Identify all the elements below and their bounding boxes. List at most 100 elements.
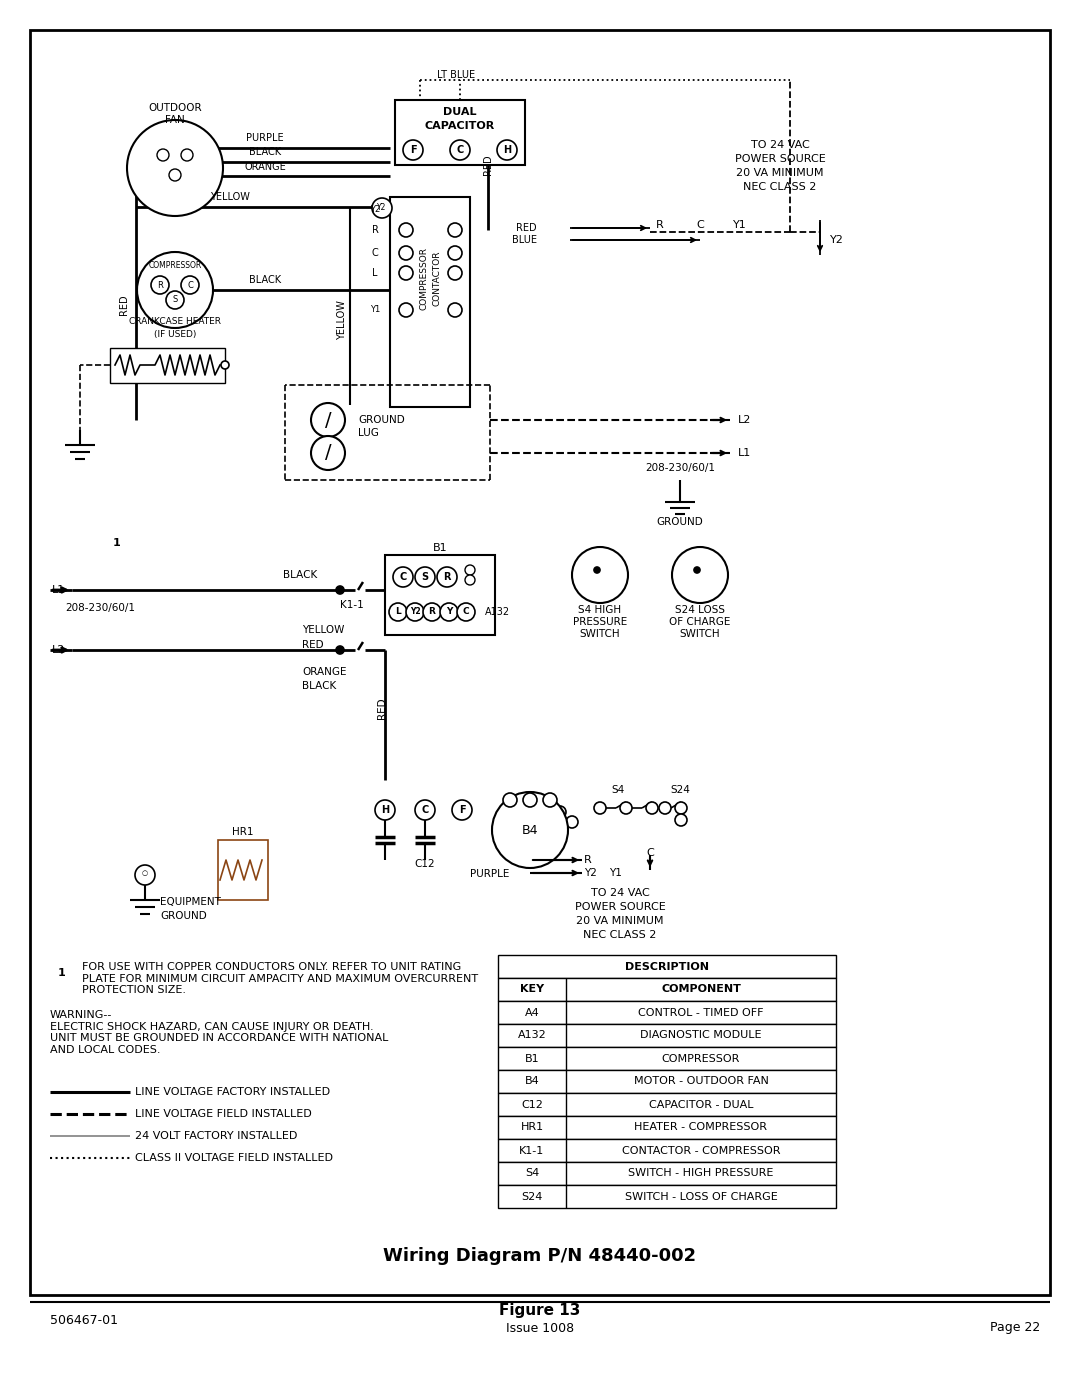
Text: C12: C12 (521, 1099, 543, 1109)
Bar (110, 348, 225, 383)
Text: DIAGNOSTIC MODULE: DIAGNOSTIC MODULE (640, 1031, 761, 1041)
Text: SWITCH: SWITCH (679, 629, 720, 638)
Text: 506467-01: 506467-01 (50, 1313, 118, 1327)
Text: CONTACTOR: CONTACTOR (432, 250, 442, 306)
Text: COMPRESSOR: COMPRESSOR (662, 1053, 740, 1063)
Text: POWER SOURCE: POWER SOURCE (734, 154, 825, 163)
Bar (498, 956, 836, 978)
Text: TO 24 VAC: TO 24 VAC (751, 140, 809, 149)
Text: RED: RED (516, 224, 537, 233)
Text: COMPRESSOR: COMPRESSOR (419, 246, 429, 310)
Circle shape (406, 604, 424, 622)
Text: WARNING--
ELECTRIC SHOCK HAZARD, CAN CAUSE INJURY OR DEATH.
UNIT MUST BE GROUNDE: WARNING-- ELECTRIC SHOCK HAZARD, CAN CAU… (50, 1010, 389, 1055)
Circle shape (181, 149, 193, 161)
Bar (498, 1185, 836, 1208)
Text: C12: C12 (415, 859, 435, 869)
Text: Y1: Y1 (608, 868, 621, 877)
Text: L: L (395, 608, 401, 616)
Text: YELLOW: YELLOW (302, 624, 345, 636)
Circle shape (181, 277, 199, 293)
Text: H: H (381, 805, 389, 814)
Circle shape (166, 291, 184, 309)
Text: R: R (584, 855, 592, 865)
Circle shape (399, 303, 413, 317)
Text: Y2: Y2 (377, 204, 387, 212)
Text: CRANKCASE HEATER: CRANKCASE HEATER (129, 317, 221, 327)
Text: B4: B4 (525, 1077, 539, 1087)
Text: EQUIPMENT: EQUIPMENT (160, 897, 221, 907)
Text: F: F (459, 805, 465, 814)
Circle shape (465, 564, 475, 576)
Text: LUG: LUG (357, 427, 379, 439)
Text: R: R (443, 571, 450, 583)
Text: B1: B1 (525, 1053, 539, 1063)
Circle shape (594, 802, 606, 814)
Text: KEY: KEY (519, 985, 544, 995)
Circle shape (457, 604, 475, 622)
Text: L2: L2 (52, 645, 65, 655)
Text: S24: S24 (522, 1192, 542, 1201)
Text: Y2: Y2 (409, 608, 420, 616)
Text: HR1: HR1 (232, 827, 254, 837)
Text: COMPRESSOR: COMPRESSOR (148, 260, 202, 270)
Circle shape (415, 567, 435, 587)
Text: TO 24 VAC: TO 24 VAC (591, 888, 649, 898)
Text: 20 VA MINIMUM: 20 VA MINIMUM (577, 916, 664, 926)
Text: Wiring Diagram P/N 48440-002: Wiring Diagram P/N 48440-002 (383, 1248, 697, 1266)
Text: Y: Y (446, 608, 453, 616)
Text: GROUND: GROUND (357, 415, 405, 425)
Text: (IF USED): (IF USED) (153, 330, 197, 338)
Text: CONTACTOR - COMPRESSOR: CONTACTOR - COMPRESSOR (622, 1146, 780, 1155)
Circle shape (440, 604, 458, 622)
Text: OUTDOOR: OUTDOOR (148, 103, 202, 113)
Text: L2: L2 (738, 415, 752, 425)
Text: YELLOW: YELLOW (211, 191, 249, 203)
Circle shape (675, 814, 687, 826)
Text: 1: 1 (58, 968, 66, 978)
Circle shape (453, 800, 472, 820)
Text: ○: ○ (141, 870, 148, 876)
Circle shape (523, 793, 537, 807)
Text: 208-230/60/1: 208-230/60/1 (645, 462, 715, 474)
Text: RED: RED (483, 155, 492, 175)
Bar (395, 101, 525, 165)
Text: C: C (697, 219, 704, 231)
Text: SWITCH - LOSS OF CHARGE: SWITCH - LOSS OF CHARGE (624, 1192, 778, 1201)
Text: COMPONENT: COMPONENT (661, 985, 741, 995)
Text: S24 LOSS: S24 LOSS (675, 605, 725, 615)
Text: R: R (372, 225, 378, 235)
Text: POWER SOURCE: POWER SOURCE (575, 902, 665, 912)
Bar (498, 1002, 836, 1024)
Circle shape (311, 436, 345, 469)
Text: NEC CLASS 2: NEC CLASS 2 (583, 930, 657, 940)
Text: RED: RED (119, 295, 129, 316)
Bar (218, 840, 268, 900)
Text: C: C (372, 249, 378, 258)
Circle shape (492, 792, 568, 868)
Circle shape (497, 140, 517, 161)
Circle shape (675, 802, 687, 814)
Bar (384, 555, 495, 636)
Text: LINE VOLTAGE FIELD INSTALLED: LINE VOLTAGE FIELD INSTALLED (135, 1109, 312, 1119)
Bar (498, 1092, 836, 1116)
Text: DUAL: DUAL (443, 108, 476, 117)
Text: L1: L1 (738, 448, 752, 458)
Text: NEC CLASS 2: NEC CLASS 2 (743, 182, 816, 191)
Text: C: C (187, 281, 193, 289)
Text: DESCRIPTION: DESCRIPTION (625, 961, 708, 971)
Circle shape (157, 149, 168, 161)
Text: 24 VOLT FACTORY INSTALLED: 24 VOLT FACTORY INSTALLED (135, 1132, 297, 1141)
Text: A132: A132 (517, 1031, 546, 1041)
Text: C: C (400, 571, 407, 583)
Text: Y2: Y2 (584, 868, 597, 877)
Text: 20 VA MINIMUM: 20 VA MINIMUM (737, 168, 824, 177)
Circle shape (127, 120, 222, 217)
Text: K1: K1 (544, 795, 558, 805)
Circle shape (646, 802, 658, 814)
Text: H: H (503, 145, 511, 155)
Circle shape (375, 800, 395, 820)
Text: C: C (457, 145, 463, 155)
Circle shape (168, 169, 181, 182)
Text: C: C (462, 608, 470, 616)
Text: BLACK: BLACK (248, 147, 281, 156)
